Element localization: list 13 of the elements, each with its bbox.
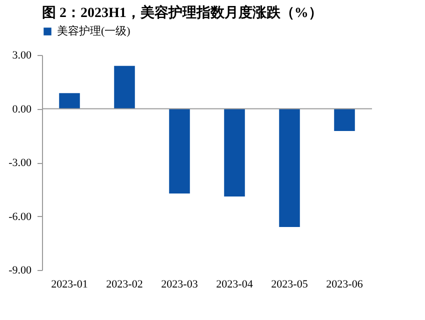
legend-label: 美容护理(一级) xyxy=(57,24,131,38)
x-tick-label: 2023-02 xyxy=(106,278,143,290)
x-tick-label: 2023-01 xyxy=(51,278,88,290)
y-tick-label: -9.00 xyxy=(8,264,32,276)
y-tick-label: -6.00 xyxy=(8,210,32,223)
x-tick-label: 2023-04 xyxy=(216,278,254,290)
x-tick-label: 2023-05 xyxy=(271,278,308,290)
x-tick-label: 2023-06 xyxy=(326,278,364,290)
x-tick-label: 2023-03 xyxy=(161,278,198,290)
chart-title: 图 2：2023H1，美容护理指数月度涨跌（%） xyxy=(42,4,322,21)
y-tick-label: 3.00 xyxy=(12,50,32,62)
y-tick-label: 0.00 xyxy=(12,103,32,116)
y-tick-label: -3.00 xyxy=(8,157,32,169)
